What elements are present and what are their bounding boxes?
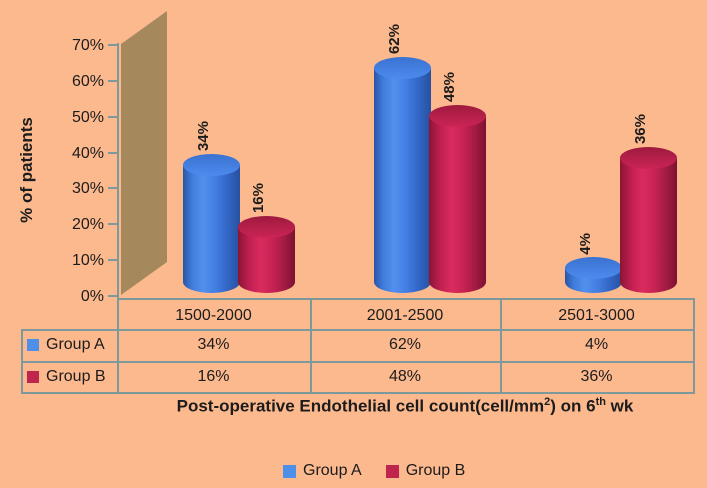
x-axis-title-text-end: wk (605, 396, 634, 416)
cylinder-bar-top-group-a (182, 153, 240, 176)
y-axis-tick (108, 80, 117, 82)
y-axis-tick-label: 50% (71, 109, 104, 126)
legend-item: Group B (385, 462, 466, 480)
table-category-cell: 2501-3000 (558, 307, 635, 324)
y-axis-tick-label: 40% (71, 145, 104, 162)
x-axis-title-sup-th: th (595, 396, 606, 408)
table-value-cell: 48% (388, 368, 422, 385)
table-row-header: Group A (27, 334, 115, 356)
table-value-cell: 62% (388, 336, 422, 353)
table-value-cell: 36% (580, 368, 613, 385)
y-axis-tick (108, 259, 117, 261)
bar-data-label: 34% (195, 120, 212, 151)
cylinder-bar-group-a (373, 68, 431, 282)
bar-data-label: 4% (577, 232, 594, 255)
legend-item-label: Group B (405, 462, 466, 479)
y-axis-tick (108, 116, 117, 118)
bar-data-label: 62% (386, 24, 403, 55)
table-col-line (117, 298, 119, 394)
legend-key-swatch (27, 339, 39, 351)
y-axis-tick-label: 70% (71, 37, 104, 54)
cylinder-bar-top-group-a (564, 257, 622, 280)
y-axis-line (117, 43, 119, 298)
y-axis-tick (108, 295, 117, 297)
cylinder-bar-top-group-b (428, 105, 486, 128)
table-row-line (21, 392, 695, 394)
y-axis-tick-label: 20% (71, 216, 104, 233)
x-axis-line (117, 298, 695, 300)
y-axis-tick-label: 60% (71, 73, 104, 90)
x-axis-title-text-mid: ) on 6 (550, 396, 596, 416)
y-axis-tick-label: 0% (80, 288, 104, 305)
table-category-cell: 2001-2500 (366, 307, 444, 324)
table-row-header: Group B (27, 366, 115, 388)
x-axis-title-sup-2: 2 (544, 396, 551, 408)
table-col-line (21, 329, 23, 394)
legend-key-swatch (27, 371, 39, 383)
table-category-cell: 1500-2000 (175, 307, 252, 324)
y-axis-tick (108, 223, 117, 225)
table-row-label: Group A (46, 336, 105, 353)
y-axis-tick-label: 30% (71, 180, 104, 197)
table-value-cell: 16% (197, 368, 230, 385)
cylinder-bar-group-a (182, 164, 240, 282)
x-axis-title: Post-operative Endothelial cell count(ce… (110, 396, 700, 417)
table-row-line (21, 361, 695, 363)
table-row-line (21, 329, 695, 331)
cylinder-bar-top-group-a (373, 57, 431, 80)
table-value-cell: 34% (197, 336, 230, 353)
legend-item-label: Group A (303, 462, 362, 479)
cylinder-bar-group-b (619, 157, 677, 282)
table-col-line (693, 298, 695, 394)
table-col-line (500, 298, 502, 394)
y-axis-tick (108, 187, 117, 189)
x-axis-title-text: Post-operative Endothelial cell count(ce… (176, 396, 545, 416)
chart-legend: Group A Group B (283, 462, 465, 480)
table-value-cell: 4% (584, 336, 609, 353)
y-axis-title: % of patients (17, 117, 36, 223)
bar-data-label: 48% (441, 72, 458, 103)
bar-data-label: 36% (632, 113, 649, 144)
y-axis-tick (108, 152, 117, 154)
cylinder-bar-top-group-b (237, 215, 295, 238)
y-axis-tick (108, 44, 117, 46)
bar-data-label: 16% (250, 182, 267, 213)
legend-key-swatch (385, 464, 399, 478)
legend-key-swatch (283, 464, 296, 478)
cylinder-bar-top-group-b (619, 146, 677, 169)
table-row-label: Group B (46, 368, 106, 385)
cylinder-bar-group-b (428, 116, 486, 282)
y-axis-tick-label: 10% (71, 252, 104, 269)
table-col-line (310, 298, 312, 394)
legend-item: Group A (283, 462, 362, 480)
